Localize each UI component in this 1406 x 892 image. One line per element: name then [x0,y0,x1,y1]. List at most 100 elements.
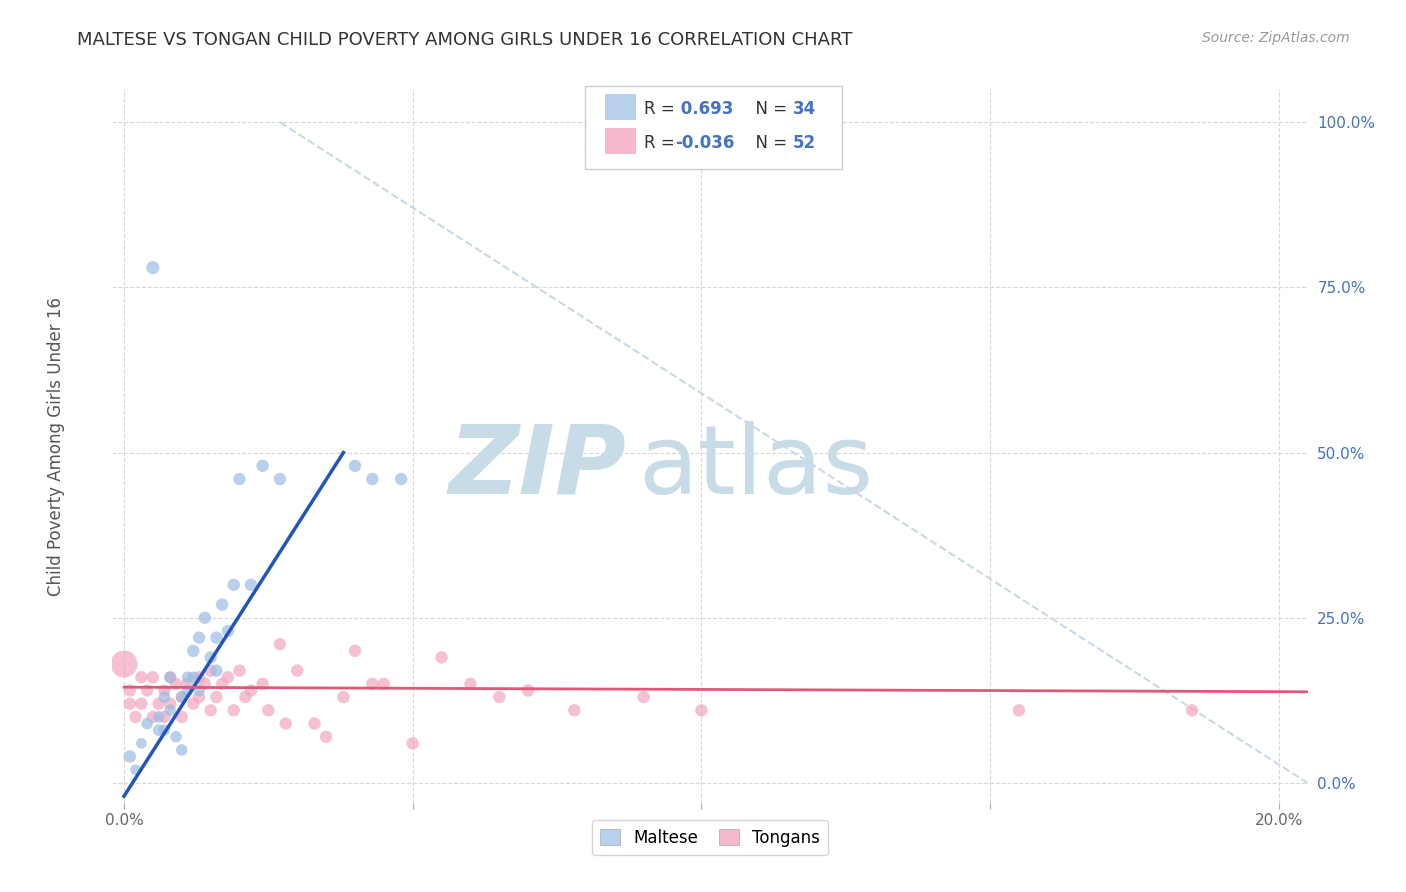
Point [159,703,181,717]
Point [142,260,165,275]
Point [211,677,233,691]
Point [181,697,204,711]
Point [200,664,222,678]
Point [131,736,153,750]
Point [460,677,482,691]
Text: -0.036: -0.036 [675,134,734,152]
Point [361,677,384,691]
Point [153,690,176,704]
Point [205,631,228,645]
Point [228,472,250,486]
Point [269,472,291,486]
Point [222,703,245,717]
Point [142,670,165,684]
Point [170,690,193,704]
Point [194,677,217,691]
Point [252,458,274,473]
Text: N =: N = [745,100,793,118]
Point [361,472,384,486]
Text: ZIP: ZIP [449,421,627,514]
Point [200,650,222,665]
Text: R =: R = [644,134,681,152]
Point [217,624,239,638]
Point [159,670,181,684]
Point [176,677,198,691]
Point [124,710,146,724]
Point [222,578,245,592]
Text: Source: ZipAtlas.com: Source: ZipAtlas.com [1202,31,1350,45]
Point [274,716,297,731]
Point [176,670,198,684]
Point [343,458,366,473]
Point [148,697,170,711]
Point [181,670,204,684]
Point [343,644,366,658]
Point [148,710,170,724]
Point [170,710,193,724]
Point [205,690,228,704]
Text: R =: R = [644,100,681,118]
Point [269,637,291,651]
Point [389,472,412,486]
Point [142,710,165,724]
Point [188,670,211,684]
Point [131,670,153,684]
Point [304,716,326,731]
Point [153,723,176,738]
Text: N =: N = [745,134,793,152]
Point [252,677,274,691]
Point [165,730,187,744]
Point [200,703,222,717]
Point [170,690,193,704]
Point [176,683,198,698]
Point [124,763,146,777]
Point [402,736,425,750]
Point [194,611,217,625]
Point [373,677,395,691]
Point [148,723,170,738]
Point [112,657,135,671]
Point [240,578,263,592]
Point [165,677,187,691]
Point [332,690,354,704]
Point [131,697,153,711]
Point [153,710,176,724]
Point [136,716,159,731]
Point [564,703,586,717]
Point [181,644,204,658]
Point [188,631,211,645]
Point [136,683,159,698]
Point [517,683,540,698]
Legend: Maltese, Tongans: Maltese, Tongans [592,821,828,855]
Point [690,703,713,717]
Point [211,598,233,612]
Point [228,664,250,678]
Text: Child Poverty Among Girls Under 16: Child Poverty Among Girls Under 16 [48,296,65,596]
Point [217,670,239,684]
Point [205,664,228,678]
Point [315,730,337,744]
Point [430,650,453,665]
Text: atlas: atlas [638,421,873,514]
Point [153,683,176,698]
Point [285,664,308,678]
Point [240,683,263,698]
Point [159,670,181,684]
Point [1008,703,1031,717]
Text: 0.693: 0.693 [675,100,734,118]
Point [170,743,193,757]
Point [1181,703,1204,717]
Point [159,697,181,711]
Point [233,690,256,704]
Text: MALTESE VS TONGAN CHILD POVERTY AMONG GIRLS UNDER 16 CORRELATION CHART: MALTESE VS TONGAN CHILD POVERTY AMONG GI… [77,31,852,49]
Point [118,697,141,711]
Point [188,690,211,704]
Text: 52: 52 [793,134,815,152]
Point [488,690,510,704]
Point [257,703,280,717]
Point [118,683,141,698]
Point [118,749,141,764]
Point [633,690,655,704]
Text: 34: 34 [793,100,817,118]
Point [188,683,211,698]
